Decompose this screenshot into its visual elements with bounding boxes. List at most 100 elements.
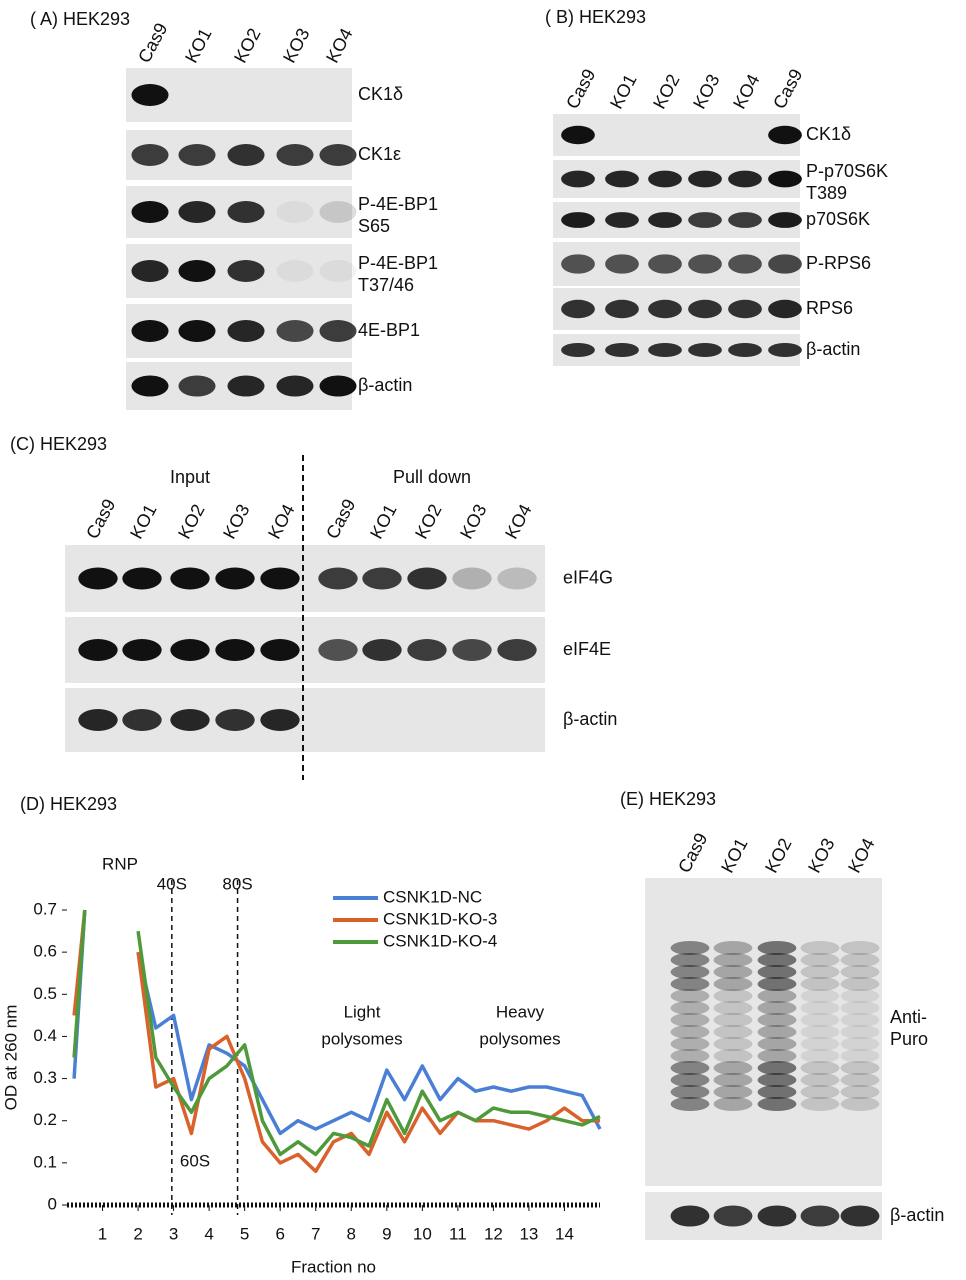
- band: [728, 212, 762, 228]
- annotation: 60S: [180, 1151, 210, 1170]
- band: [78, 567, 118, 590]
- y-tick-label: 0.3: [33, 1068, 57, 1087]
- band: [713, 1037, 753, 1051]
- band: [840, 989, 880, 1003]
- band: [800, 1097, 840, 1111]
- band: [276, 260, 314, 282]
- band: [670, 1049, 710, 1063]
- row-label: 4E-BP1: [358, 320, 420, 340]
- band: [713, 1001, 753, 1015]
- lane-label: KO3: [456, 501, 491, 542]
- band: [276, 201, 314, 223]
- y-tick-label: 0.7: [33, 899, 57, 918]
- annotation: RNP: [102, 854, 138, 873]
- band: [670, 1013, 710, 1027]
- band: [670, 953, 710, 967]
- band: [757, 953, 797, 967]
- panel-label: (C) HEK293: [10, 434, 107, 454]
- band: [840, 965, 880, 979]
- band: [319, 260, 357, 282]
- row-label: T37/46: [358, 275, 414, 295]
- band: [800, 1037, 840, 1051]
- lane-label: KO4: [844, 835, 879, 876]
- lane-label: Cas9: [82, 496, 119, 543]
- band: [713, 1025, 753, 1039]
- band: [362, 567, 402, 590]
- band: [227, 144, 265, 166]
- band: [605, 170, 639, 188]
- band: [670, 1061, 710, 1075]
- group-header: Pull down: [393, 467, 471, 487]
- band: [497, 567, 537, 590]
- x-tick-label: 14: [555, 1224, 574, 1243]
- lane-label: KO1: [366, 501, 401, 542]
- band: [713, 1049, 753, 1063]
- lane-label: KO3: [804, 835, 839, 876]
- annotation: polysomes: [479, 1029, 560, 1048]
- band: [605, 342, 639, 358]
- band: [131, 201, 169, 223]
- band: [561, 299, 595, 319]
- lane-label: Cas9: [134, 20, 171, 67]
- band: [561, 170, 595, 188]
- lane-label: KO4: [501, 501, 536, 542]
- band: [688, 299, 722, 319]
- row-label: β-actin: [358, 375, 412, 395]
- band: [713, 1205, 753, 1227]
- band: [260, 709, 300, 731]
- band: [757, 1073, 797, 1087]
- band: [800, 941, 840, 955]
- band: [260, 567, 300, 590]
- row-label: CK1δ: [806, 124, 851, 144]
- x-tick-label: 7: [311, 1224, 320, 1243]
- band: [561, 254, 595, 274]
- band: [215, 567, 255, 590]
- x-tick-label: 9: [382, 1224, 391, 1243]
- band: [728, 299, 762, 319]
- band: [713, 953, 753, 967]
- lane-label: KO1: [717, 835, 752, 876]
- row-label: P-p70S6K: [806, 161, 888, 181]
- band: [840, 953, 880, 967]
- row-label: Anti-: [890, 1007, 927, 1027]
- band: [561, 125, 595, 145]
- x-tick-label: 4: [204, 1224, 213, 1243]
- band: [122, 639, 162, 661]
- band: [840, 1037, 880, 1051]
- row-label: β-actin: [806, 339, 860, 359]
- band: [122, 567, 162, 590]
- y-tick-label: 0.5: [33, 984, 57, 1003]
- x-tick-label: 5: [240, 1224, 249, 1243]
- lane-label: KO3: [279, 25, 314, 66]
- band: [670, 965, 710, 979]
- band: [670, 1085, 710, 1099]
- band: [561, 212, 595, 228]
- band: [670, 1037, 710, 1051]
- lane-label: KO2: [411, 501, 446, 542]
- marker-label: 80S: [222, 874, 252, 893]
- row-label: CK1δ: [358, 84, 403, 104]
- band: [215, 639, 255, 661]
- row-label: P-4E-BP1: [358, 194, 438, 214]
- plot-area: [72, 909, 602, 1174]
- legend-label: CSNK1D-NC: [383, 887, 482, 906]
- x-axis-label: Fraction no: [291, 1257, 376, 1276]
- lane-label: Cas9: [769, 66, 806, 113]
- band: [407, 639, 447, 661]
- band: [670, 977, 710, 991]
- band: [800, 1049, 840, 1063]
- lane-label: KO1: [606, 71, 641, 112]
- band: [319, 320, 357, 342]
- y-tick-label: 0.6: [33, 942, 57, 961]
- band: [768, 170, 802, 188]
- band: [757, 1025, 797, 1039]
- band: [178, 260, 216, 282]
- band: [122, 709, 162, 731]
- band: [713, 1073, 753, 1087]
- lane-label: KO2: [649, 71, 684, 112]
- band: [713, 1013, 753, 1027]
- band: [319, 375, 357, 397]
- legend-label: CSNK1D-KO-3: [383, 909, 497, 928]
- band: [227, 260, 265, 282]
- band: [319, 201, 357, 223]
